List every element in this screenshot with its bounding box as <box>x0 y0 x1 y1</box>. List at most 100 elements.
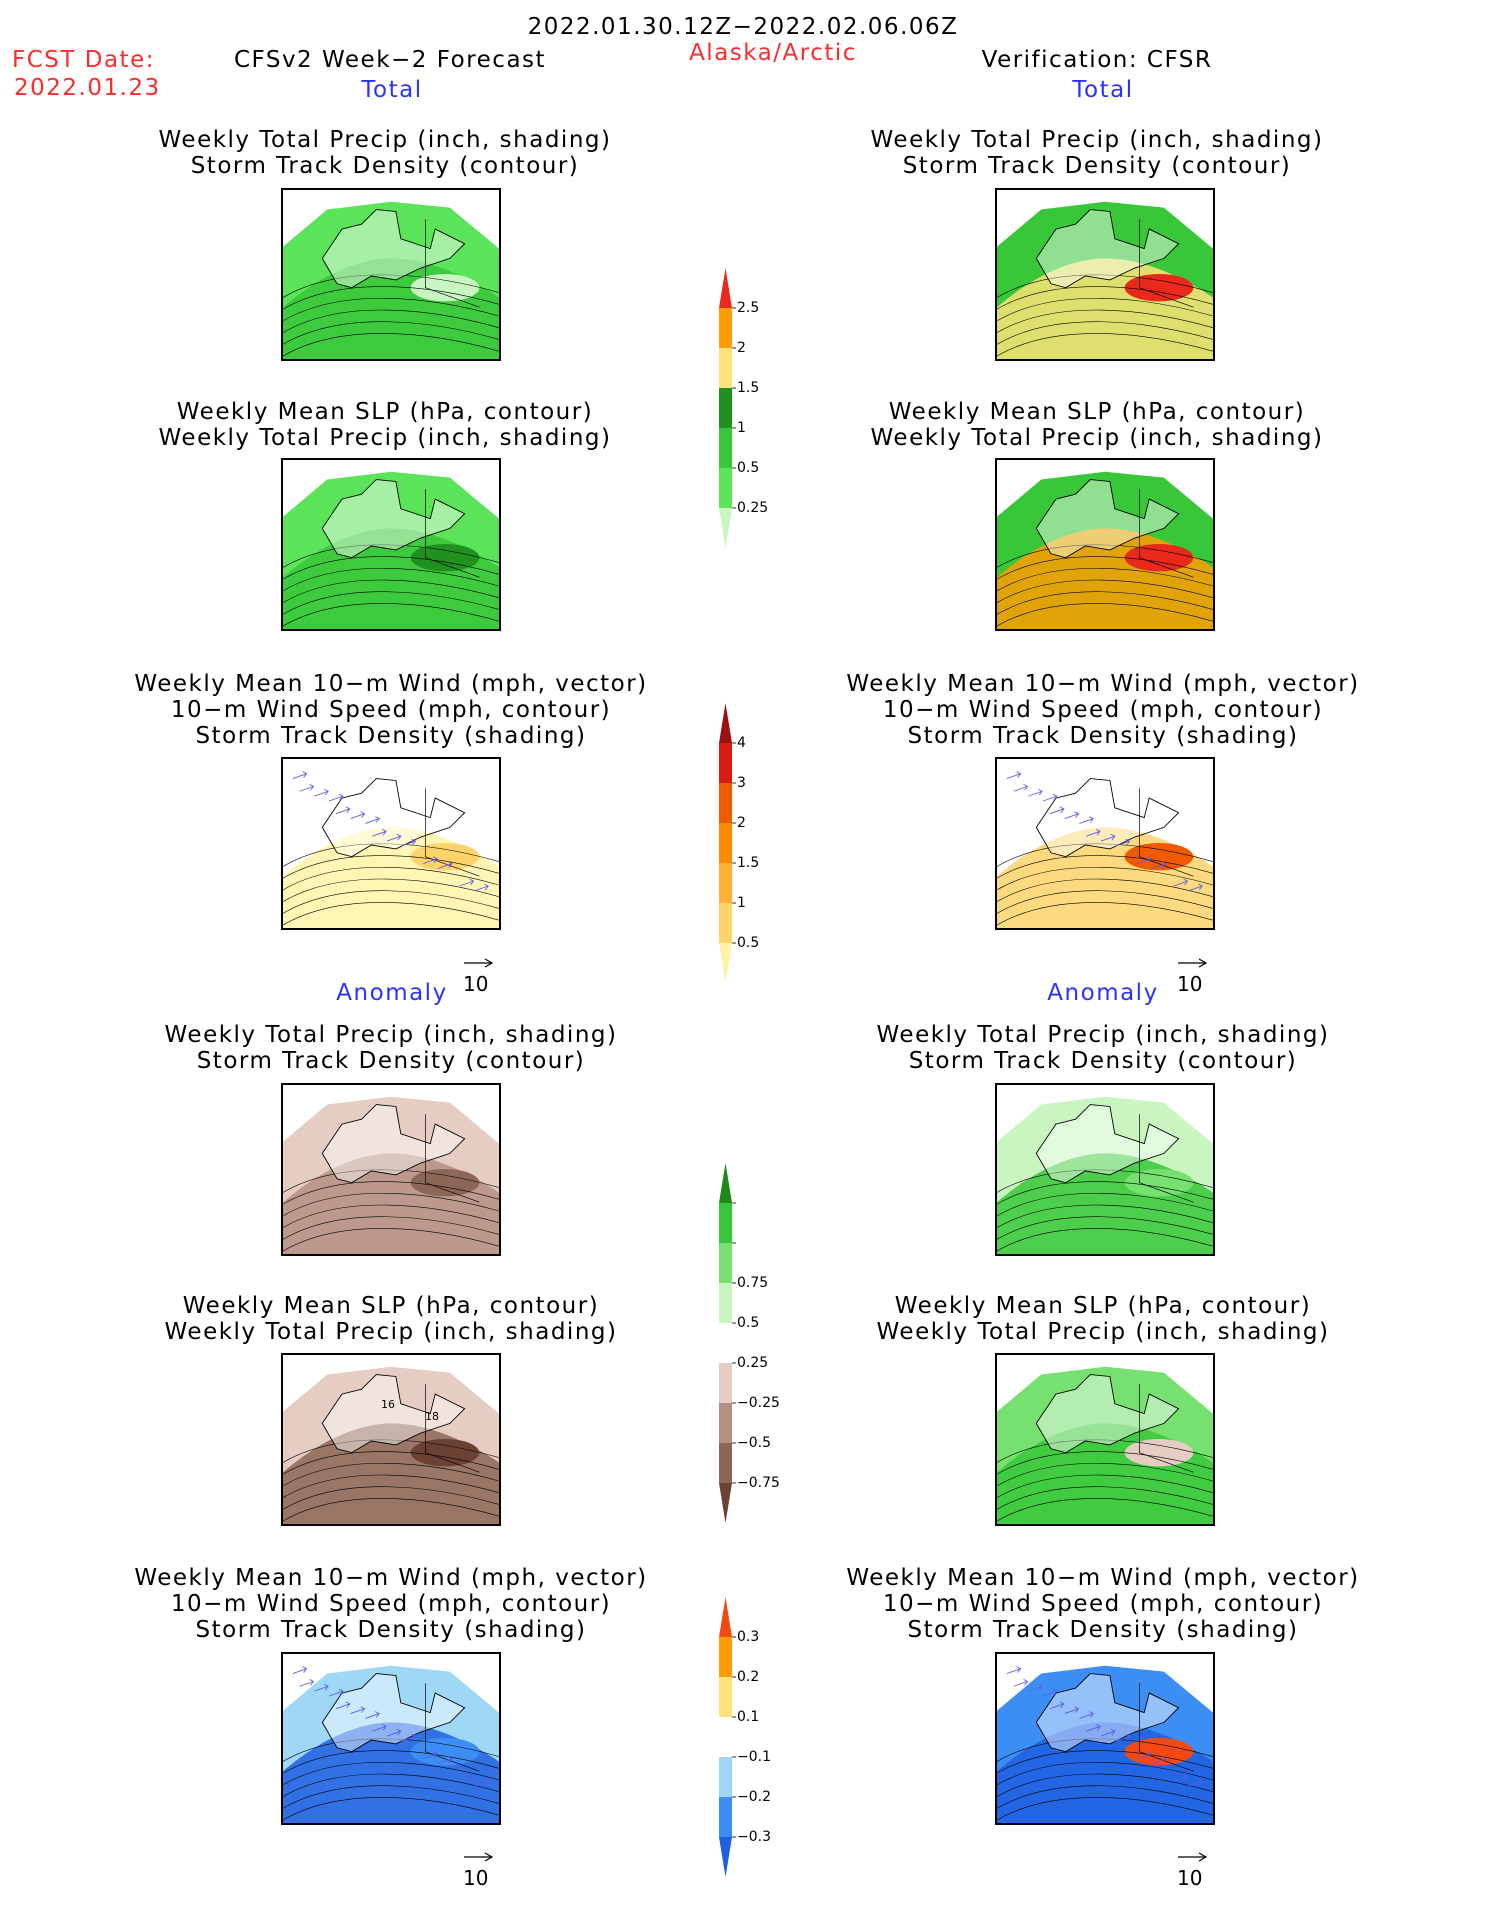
wind-vector <box>350 811 366 820</box>
contour-line <box>997 286 1213 310</box>
wind-vector <box>372 1723 387 1732</box>
colorbar-tick-label: 1 <box>737 420 746 436</box>
map-panel <box>995 1353 1215 1526</box>
wind-vector <box>1115 1733 1131 1742</box>
wind-vector <box>365 1711 380 1719</box>
wind-vector <box>474 883 489 892</box>
colorbar-tick-label: 0.5 <box>737 935 760 951</box>
contour-line <box>997 1738 1213 1762</box>
map-panel <box>995 757 1215 930</box>
contour-line <box>997 274 1213 298</box>
map-svg <box>283 1665 499 1823</box>
contour-line <box>283 878 499 902</box>
wind-vector <box>1006 1666 1022 1674</box>
wind-vector <box>386 1728 402 1737</box>
border-line <box>425 219 480 308</box>
title-l5: Weekly Mean SLP (hPa, contour) Weekly Tot… <box>164 1293 618 1345</box>
contour-line <box>283 855 499 879</box>
contour-line <box>997 1439 1213 1463</box>
colorbar-svg <box>719 1597 736 1877</box>
wind-vector <box>459 1773 475 1782</box>
wind-vector <box>1086 1723 1101 1732</box>
colorbar-tick-label: 1.5 <box>737 380 760 396</box>
wind-vector <box>314 788 329 797</box>
wind-vector <box>299 784 315 792</box>
contour-line <box>997 890 1213 914</box>
colorbar-segment <box>719 508 732 548</box>
colorbar-tick-label: 0.25 <box>737 1355 769 1371</box>
contour-line <box>283 579 499 603</box>
colorbar-segment <box>719 1837 732 1877</box>
wind-vector <box>401 838 417 847</box>
wind-vector <box>365 816 380 824</box>
colorbar-segment <box>719 468 732 508</box>
contour-line <box>997 1797 1213 1821</box>
contour-line <box>997 1762 1213 1786</box>
border-line <box>425 489 480 578</box>
map-panel <box>995 1083 1215 1256</box>
border-line <box>425 1384 480 1473</box>
wind-vector <box>437 1756 453 1764</box>
wind-vector <box>314 1683 329 1692</box>
shading-region <box>410 1169 480 1197</box>
colorbar-segment <box>719 1677 732 1717</box>
colorbar-segment <box>719 1363 732 1403</box>
colorbar-tick-label: 0.5 <box>737 460 760 476</box>
contour-line <box>997 1193 1213 1217</box>
forecast-title: CFSv2 Week−2 Forecast <box>233 47 547 73</box>
colorbar-segment <box>719 1403 732 1443</box>
section-anomaly-left: Anomaly <box>336 980 448 1006</box>
contour-line <box>283 603 499 627</box>
wind-vector <box>335 1701 351 1710</box>
contour-line <box>997 1216 1213 1240</box>
vector-scale-arrow-icon <box>464 958 494 968</box>
wind-vector <box>1028 788 1043 797</box>
colorbar-tick-label: 0.25 <box>737 500 769 516</box>
contour-line <box>283 321 499 345</box>
colorbar-tick-label: −0.1 <box>737 1749 771 1765</box>
coastline <box>1035 1673 1180 1753</box>
wind-vector <box>423 856 438 864</box>
title-l6: Weekly Mean 10−m Wind (mph, vector) 10−m … <box>134 1565 648 1643</box>
colorbar-svg <box>719 703 736 983</box>
title-l4: Weekly Total Precip (inch, shading) Storm… <box>164 1022 618 1074</box>
wind-vector <box>1188 1778 1203 1787</box>
coastline <box>321 1374 466 1454</box>
contour-line <box>997 1204 1213 1228</box>
wind-vector <box>335 806 351 815</box>
vector-scale: 10 <box>463 1844 495 1890</box>
title-r2: Weekly Mean SLP (hPa, contour) Weekly Tot… <box>870 399 1324 451</box>
shading-region <box>1124 274 1194 302</box>
colorbar-segment <box>719 1637 732 1677</box>
contour-line <box>283 1204 499 1228</box>
colorbar-segment <box>719 1443 732 1483</box>
colorbar-tick-label: 2.5 <box>737 300 760 316</box>
section-anomaly-right: Anomaly <box>1047 980 1159 1006</box>
colorbar-tick-label: 2 <box>737 815 746 831</box>
contour-line <box>283 1216 499 1240</box>
colorbar-segment <box>719 743 732 783</box>
coastline <box>1035 209 1180 289</box>
wind-vector <box>328 1688 344 1697</box>
coastline <box>321 778 466 858</box>
colorbar-svg <box>719 268 736 548</box>
title-r3: Weekly Mean 10−m Wind (mph, vector) 10−m … <box>846 671 1360 749</box>
contour-line <box>997 1169 1213 1193</box>
contour-line <box>997 568 1213 592</box>
shading-region <box>1124 1738 1194 1766</box>
wind-vector <box>1137 856 1152 864</box>
wind-vector <box>401 1733 417 1742</box>
contour-line <box>283 1750 499 1774</box>
map-svg <box>283 1366 499 1524</box>
contour-line <box>283 1439 499 1463</box>
colorbar-tick-label: −0.75 <box>737 1475 780 1491</box>
slp-contour-label: 18 <box>425 1410 439 1423</box>
title-r6: Weekly Mean 10−m Wind (mph, vector) 10−m … <box>846 1565 1360 1643</box>
map-svg <box>283 1096 499 1254</box>
shading-region <box>410 274 480 302</box>
coastline <box>321 479 466 559</box>
colorbar-tick-label: −0.3 <box>737 1829 771 1845</box>
wind-vector <box>1013 1679 1029 1687</box>
contour-line <box>283 591 499 615</box>
contour-line <box>283 1474 499 1498</box>
